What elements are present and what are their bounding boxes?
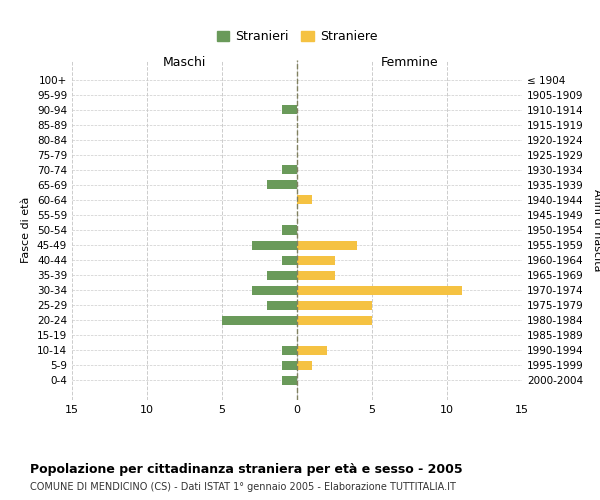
Bar bbox=[267, 270, 297, 280]
Bar bbox=[282, 360, 297, 370]
Bar bbox=[222, 316, 297, 324]
Bar bbox=[297, 240, 357, 250]
Bar bbox=[297, 256, 335, 264]
Text: Maschi: Maschi bbox=[163, 56, 206, 70]
Bar bbox=[297, 196, 312, 204]
Bar bbox=[297, 360, 312, 370]
Bar bbox=[252, 240, 297, 250]
Y-axis label: Anni di nascita: Anni di nascita bbox=[592, 188, 600, 271]
Bar bbox=[297, 316, 372, 324]
Bar bbox=[252, 286, 297, 294]
Bar bbox=[297, 270, 335, 280]
Bar bbox=[282, 226, 297, 234]
Text: Femmine: Femmine bbox=[380, 56, 439, 70]
Bar bbox=[297, 346, 327, 354]
Bar bbox=[297, 300, 372, 310]
Text: COMUNE DI MENDICINO (CS) - Dati ISTAT 1° gennaio 2005 - Elaborazione TUTTITALIA.: COMUNE DI MENDICINO (CS) - Dati ISTAT 1°… bbox=[30, 482, 456, 492]
Bar bbox=[282, 346, 297, 354]
Bar bbox=[282, 256, 297, 264]
Bar bbox=[282, 166, 297, 174]
Bar bbox=[267, 180, 297, 190]
Legend: Stranieri, Straniere: Stranieri, Straniere bbox=[212, 26, 383, 48]
Bar bbox=[282, 106, 297, 114]
Bar bbox=[297, 286, 462, 294]
Y-axis label: Fasce di età: Fasce di età bbox=[22, 197, 31, 263]
Bar bbox=[267, 300, 297, 310]
Bar bbox=[282, 376, 297, 384]
Text: Popolazione per cittadinanza straniera per età e sesso - 2005: Popolazione per cittadinanza straniera p… bbox=[30, 462, 463, 475]
